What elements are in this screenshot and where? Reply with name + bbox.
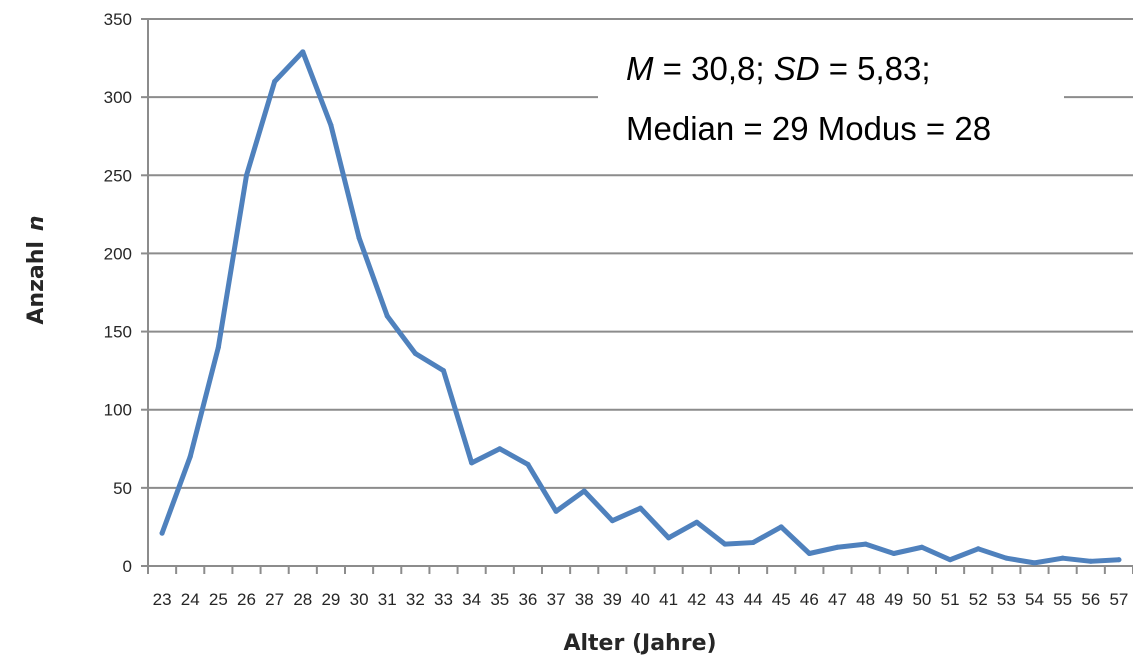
- x-tick-label: 23: [153, 590, 172, 609]
- x-tick-label: 54: [1025, 590, 1044, 609]
- x-tick-label: 26: [237, 590, 256, 609]
- data-point: [328, 122, 334, 128]
- x-axis-title: Alter (Jahre): [563, 631, 716, 656]
- data-point: [778, 524, 784, 530]
- data-point: [356, 235, 362, 241]
- data-point: [187, 454, 193, 460]
- data-point: [806, 550, 812, 556]
- data-point: [666, 535, 672, 541]
- data-point: [525, 461, 531, 467]
- x-tick-label: 33: [434, 590, 453, 609]
- x-tick-label: 53: [997, 590, 1016, 609]
- x-tick-label: 34: [462, 590, 481, 609]
- data-point: [581, 488, 587, 494]
- data-point: [694, 519, 700, 525]
- stats-segment: M: [626, 50, 654, 87]
- data-point: [1003, 555, 1009, 561]
- data-point: [891, 550, 897, 556]
- stats-line-2: Median = 29 Modus = 28: [626, 110, 991, 147]
- data-point: [1060, 555, 1066, 561]
- x-tick-label: 37: [547, 590, 566, 609]
- annotation-background: [598, 38, 1064, 166]
- data-point: [1088, 558, 1094, 564]
- x-tick-label: 40: [631, 590, 650, 609]
- data-point: [975, 546, 981, 552]
- y-axis-title: Anzahl n: [24, 215, 49, 324]
- x-tick-label: 52: [969, 590, 988, 609]
- data-point: [469, 460, 475, 466]
- data-point: [722, 541, 728, 547]
- x-tick-label: 42: [687, 590, 706, 609]
- data-point: [412, 350, 418, 356]
- data-point: [638, 505, 643, 511]
- x-tick-label: 30: [350, 590, 369, 609]
- x-tick-label: 46: [800, 590, 819, 609]
- x-tick-label: 44: [744, 590, 763, 609]
- x-tick-label: 55: [1053, 590, 1072, 609]
- data-point: [497, 446, 503, 452]
- data-point: [441, 368, 446, 374]
- x-tick-label: 47: [828, 590, 847, 609]
- x-tick-labels: 23 24 25 26 27 28 29 30 31 32 33 34 35 36 37 38 39 40 41 42…: [153, 590, 1129, 609]
- stats-line-1: M = 30,8; SD = 5,83;: [626, 50, 931, 87]
- data-point: [272, 79, 278, 85]
- stats-segment: = 30,8;: [654, 50, 774, 87]
- x-tick-label: 39: [603, 590, 622, 609]
- data-point: [947, 557, 953, 563]
- stats-annotation: M = 30,8; SD = 5,83; Median = 29 Modus =…: [598, 38, 1064, 166]
- x-tick-label: 31: [378, 590, 397, 609]
- x-tick-label: 29: [321, 590, 340, 609]
- data-point: [215, 344, 221, 350]
- x-tick-label: 24: [181, 590, 200, 609]
- x-tick-label: 38: [575, 590, 594, 609]
- x-tick-label: 28: [293, 590, 312, 609]
- x-tick-label: 36: [518, 590, 537, 609]
- x-tick-label: 43: [715, 590, 734, 609]
- y-axis-title-variable: n: [24, 215, 49, 231]
- y-tick-label: 150: [104, 323, 132, 342]
- x-tick-label: 27: [265, 590, 284, 609]
- data-point: [1116, 557, 1122, 563]
- data-point: [244, 172, 249, 178]
- x-tick-label: 45: [772, 590, 791, 609]
- y-tick-label: 200: [104, 244, 132, 263]
- data-point: [159, 530, 165, 536]
- data-point: [919, 544, 925, 550]
- x-tick-label: 41: [659, 590, 678, 609]
- x-tick-label: 56: [1081, 590, 1100, 609]
- x-tick-label: 49: [884, 590, 903, 609]
- data-point: [609, 518, 615, 524]
- data-point: [863, 541, 869, 547]
- y-axis-title-text: Anzahl: [24, 241, 49, 325]
- x-tick-label: 51: [941, 590, 960, 609]
- data-point: [835, 544, 840, 550]
- data-point: [384, 313, 390, 319]
- y-tick-label: 0: [123, 557, 132, 576]
- x-tick-label: 57: [1109, 590, 1128, 609]
- y-tick-label: 250: [104, 166, 132, 185]
- y-tick-label: 300: [104, 88, 132, 107]
- y-tick-label: 350: [104, 10, 132, 29]
- x-tick-label: 48: [856, 590, 875, 609]
- y-tick-label: 50: [113, 479, 132, 498]
- axes: [141, 18, 1133, 574]
- x-tick-label: 35: [490, 590, 509, 609]
- stats-segment: SD: [774, 50, 820, 87]
- stats-segment: = 5,83;: [820, 50, 931, 87]
- series: [159, 49, 1122, 566]
- data-point: [1032, 560, 1037, 566]
- x-tick-label: 25: [209, 590, 228, 609]
- y-tick-label: 100: [104, 401, 132, 420]
- data-point: [750, 540, 756, 546]
- data-point: [300, 49, 306, 55]
- x-tick-label: 50: [912, 590, 931, 609]
- y-tick-labels: 0 50 100 150 200 250 300 350: [104, 10, 132, 576]
- x-tick-label: 32: [406, 590, 425, 609]
- data-point: [553, 508, 559, 514]
